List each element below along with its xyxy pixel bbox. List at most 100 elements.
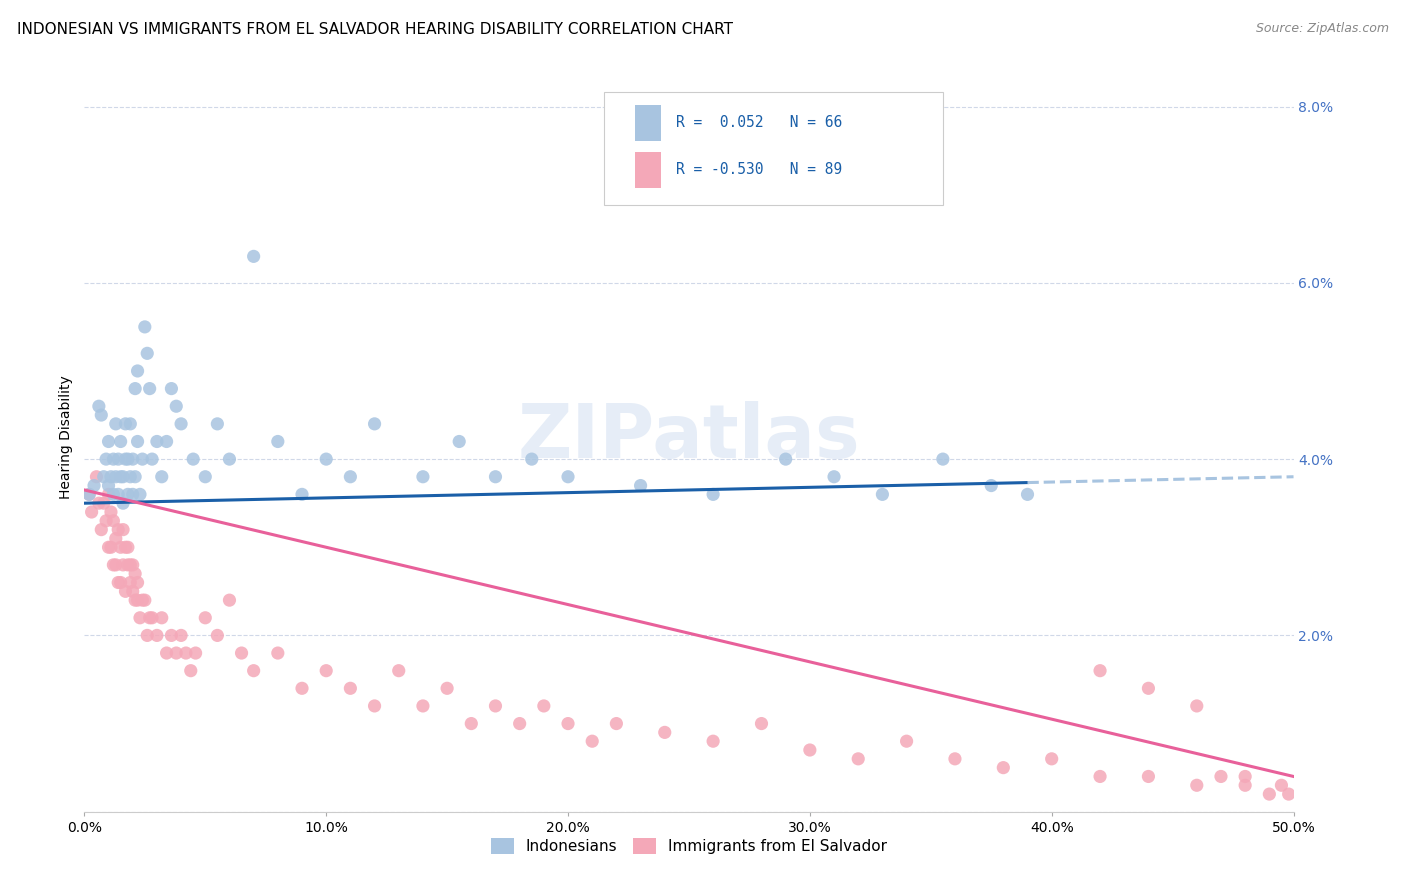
Point (267, 434, 290, 449)
Point (846, 752, 869, 766)
Point (94, 452, 117, 467)
Point (218, 593, 240, 607)
Text: INDONESIAN VS IMMIGRANTS FROM EL SALVADOR HEARING DISABILITY CORRELATION CHART: INDONESIAN VS IMMIGRANTS FROM EL SALVADO… (17, 22, 733, 37)
Point (1040, 752, 1063, 766)
Point (110, 541, 132, 555)
Point (127, 575, 149, 590)
Point (180, 664, 202, 678)
Point (509, 716, 531, 731)
Point (104, 558, 127, 572)
Point (654, 725, 676, 739)
Point (107, 487, 129, 501)
Point (131, 593, 153, 607)
Point (131, 452, 153, 467)
Point (1258, 787, 1281, 801)
Point (315, 452, 337, 467)
Point (124, 382, 146, 396)
Point (181, 452, 204, 467)
Point (799, 743, 821, 757)
Point (87, 496, 110, 510)
Point (120, 417, 142, 431)
Point (127, 364, 149, 378)
Point (90, 523, 112, 537)
Point (86, 469, 108, 483)
Point (124, 469, 146, 483)
Point (315, 664, 337, 678)
Point (484, 469, 506, 483)
Point (100, 469, 122, 483)
Point (90, 408, 112, 422)
Point (165, 646, 187, 660)
Point (114, 584, 136, 599)
Point (103, 487, 125, 501)
Point (121, 452, 143, 467)
Bar (634, 152, 661, 187)
Point (114, 541, 136, 555)
Text: R = -0.530   N = 89: R = -0.530 N = 89 (676, 162, 842, 178)
Point (436, 681, 458, 696)
Point (339, 469, 361, 483)
Point (363, 698, 385, 713)
Point (112, 558, 135, 572)
Point (100, 541, 122, 555)
Point (993, 761, 1015, 775)
Point (114, 452, 136, 467)
Point (112, 496, 135, 510)
Point (129, 487, 152, 501)
Point (194, 469, 217, 483)
Point (363, 417, 385, 431)
Point (1270, 778, 1292, 792)
Point (557, 469, 579, 483)
Point (107, 523, 129, 537)
Point (146, 434, 169, 449)
Point (117, 541, 139, 555)
Point (775, 452, 797, 467)
Point (872, 487, 894, 501)
Point (1234, 778, 1257, 792)
Legend: Indonesians, Immigrants from El Salvador: Indonesians, Immigrants from El Salvador (485, 832, 893, 860)
Point (121, 487, 143, 501)
Text: ZIPatlas: ZIPatlas (517, 401, 860, 474)
Point (980, 478, 1002, 492)
Point (93, 496, 115, 510)
Point (124, 566, 146, 581)
Point (1137, 769, 1160, 783)
Point (702, 487, 724, 501)
Point (110, 575, 132, 590)
Point (231, 646, 253, 660)
Point (160, 628, 183, 642)
Point (170, 417, 193, 431)
Point (174, 646, 197, 660)
Point (184, 646, 207, 660)
Text: R =  0.052   N = 66: R = 0.052 N = 66 (676, 115, 842, 130)
Point (80, 505, 103, 519)
Point (605, 716, 627, 731)
Point (242, 664, 264, 678)
Point (127, 434, 149, 449)
Bar (634, 105, 661, 141)
Point (117, 452, 139, 467)
Point (97, 541, 120, 555)
Point (93, 469, 115, 483)
Point (150, 611, 173, 625)
Point (484, 698, 506, 713)
Point (207, 628, 229, 642)
Point (114, 417, 136, 431)
Point (1137, 681, 1160, 696)
Point (107, 575, 129, 590)
Point (155, 434, 177, 449)
Point (1234, 769, 1257, 783)
Point (630, 478, 652, 492)
Point (520, 452, 543, 467)
Point (932, 452, 955, 467)
Point (138, 382, 160, 396)
Point (87, 399, 110, 413)
Point (104, 469, 127, 483)
Point (1017, 487, 1039, 501)
Point (120, 575, 142, 590)
Point (339, 681, 361, 696)
Point (134, 593, 156, 607)
Text: Source: ZipAtlas.com: Source: ZipAtlas.com (1256, 22, 1389, 36)
Point (112, 523, 135, 537)
Point (103, 452, 125, 467)
